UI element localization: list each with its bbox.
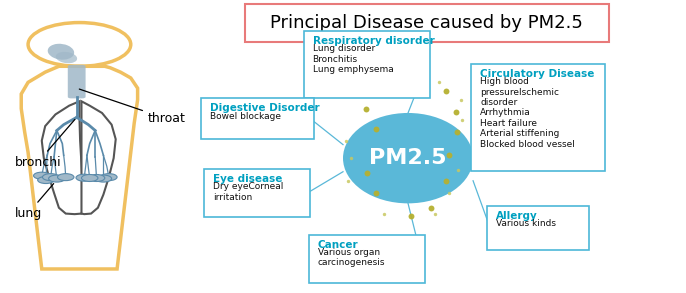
Circle shape	[88, 175, 105, 181]
FancyBboxPatch shape	[309, 235, 425, 283]
Polygon shape	[42, 101, 84, 214]
Point	[457, 118, 468, 122]
Polygon shape	[82, 101, 116, 214]
Point	[420, 83, 431, 88]
Text: Digestive Disorder: Digestive Disorder	[210, 103, 320, 113]
FancyBboxPatch shape	[245, 4, 608, 42]
Point	[453, 168, 464, 172]
FancyBboxPatch shape	[204, 169, 311, 217]
Point	[346, 156, 357, 161]
Text: throat: throat	[80, 89, 186, 125]
Circle shape	[95, 175, 112, 182]
Text: Bowel blockage: Bowel blockage	[210, 112, 281, 120]
Point	[430, 211, 441, 216]
Point	[370, 191, 381, 195]
Point	[451, 109, 462, 114]
Text: Various kinds: Various kinds	[496, 219, 556, 229]
Circle shape	[38, 177, 54, 183]
Circle shape	[58, 174, 74, 180]
Circle shape	[34, 172, 50, 179]
Point	[343, 179, 354, 184]
Text: Circulatory Disease: Circulatory Disease	[480, 69, 595, 79]
Point	[425, 205, 436, 210]
Text: lung: lung	[14, 184, 54, 220]
Point	[434, 80, 445, 85]
Point	[452, 130, 463, 134]
Point	[444, 153, 455, 158]
Circle shape	[101, 174, 117, 180]
Text: Dry eyeCorneal
irritation: Dry eyeCorneal irritation	[213, 182, 283, 202]
Text: Principal Disease caused by PM2.5: Principal Disease caused by PM2.5	[270, 13, 583, 32]
Point	[344, 92, 355, 96]
FancyBboxPatch shape	[471, 64, 605, 171]
Point	[440, 89, 451, 93]
FancyBboxPatch shape	[487, 206, 589, 250]
Point	[370, 127, 381, 131]
Text: Eye disease: Eye disease	[213, 174, 283, 184]
Point	[444, 191, 455, 195]
Point	[416, 74, 427, 79]
FancyBboxPatch shape	[304, 31, 430, 98]
Point	[360, 106, 371, 111]
Circle shape	[76, 174, 93, 181]
Text: Cancer: Cancer	[318, 240, 358, 250]
Point	[392, 77, 403, 82]
Circle shape	[82, 175, 98, 181]
Ellipse shape	[56, 52, 77, 63]
Ellipse shape	[48, 44, 74, 60]
Ellipse shape	[343, 113, 473, 203]
Point	[341, 138, 352, 143]
Circle shape	[43, 174, 59, 180]
Point	[388, 80, 399, 85]
Text: Lung disorder
Bronchitis
Lung emphysema: Lung disorder Bronchitis Lung emphysema	[313, 45, 393, 74]
Text: Allergy: Allergy	[496, 211, 537, 221]
Point	[403, 80, 414, 85]
Text: Various organ
carcinogenesis: Various organ carcinogenesis	[318, 248, 385, 267]
Point	[379, 211, 390, 216]
Text: High blood
pressureIschemic
disorder
Arrhythmia
Heart failure
Arterial stiffenin: High blood pressureIschemic disorder Arr…	[480, 77, 575, 149]
FancyBboxPatch shape	[68, 65, 86, 98]
Point	[440, 179, 451, 184]
Point	[406, 214, 417, 219]
Text: Respiratory disorder: Respiratory disorder	[313, 36, 434, 46]
Text: bronchi: bronchi	[14, 120, 75, 169]
Text: PM2.5: PM2.5	[369, 148, 447, 168]
FancyBboxPatch shape	[201, 98, 314, 139]
Circle shape	[49, 175, 65, 182]
Point	[362, 171, 372, 175]
Point	[456, 98, 466, 102]
